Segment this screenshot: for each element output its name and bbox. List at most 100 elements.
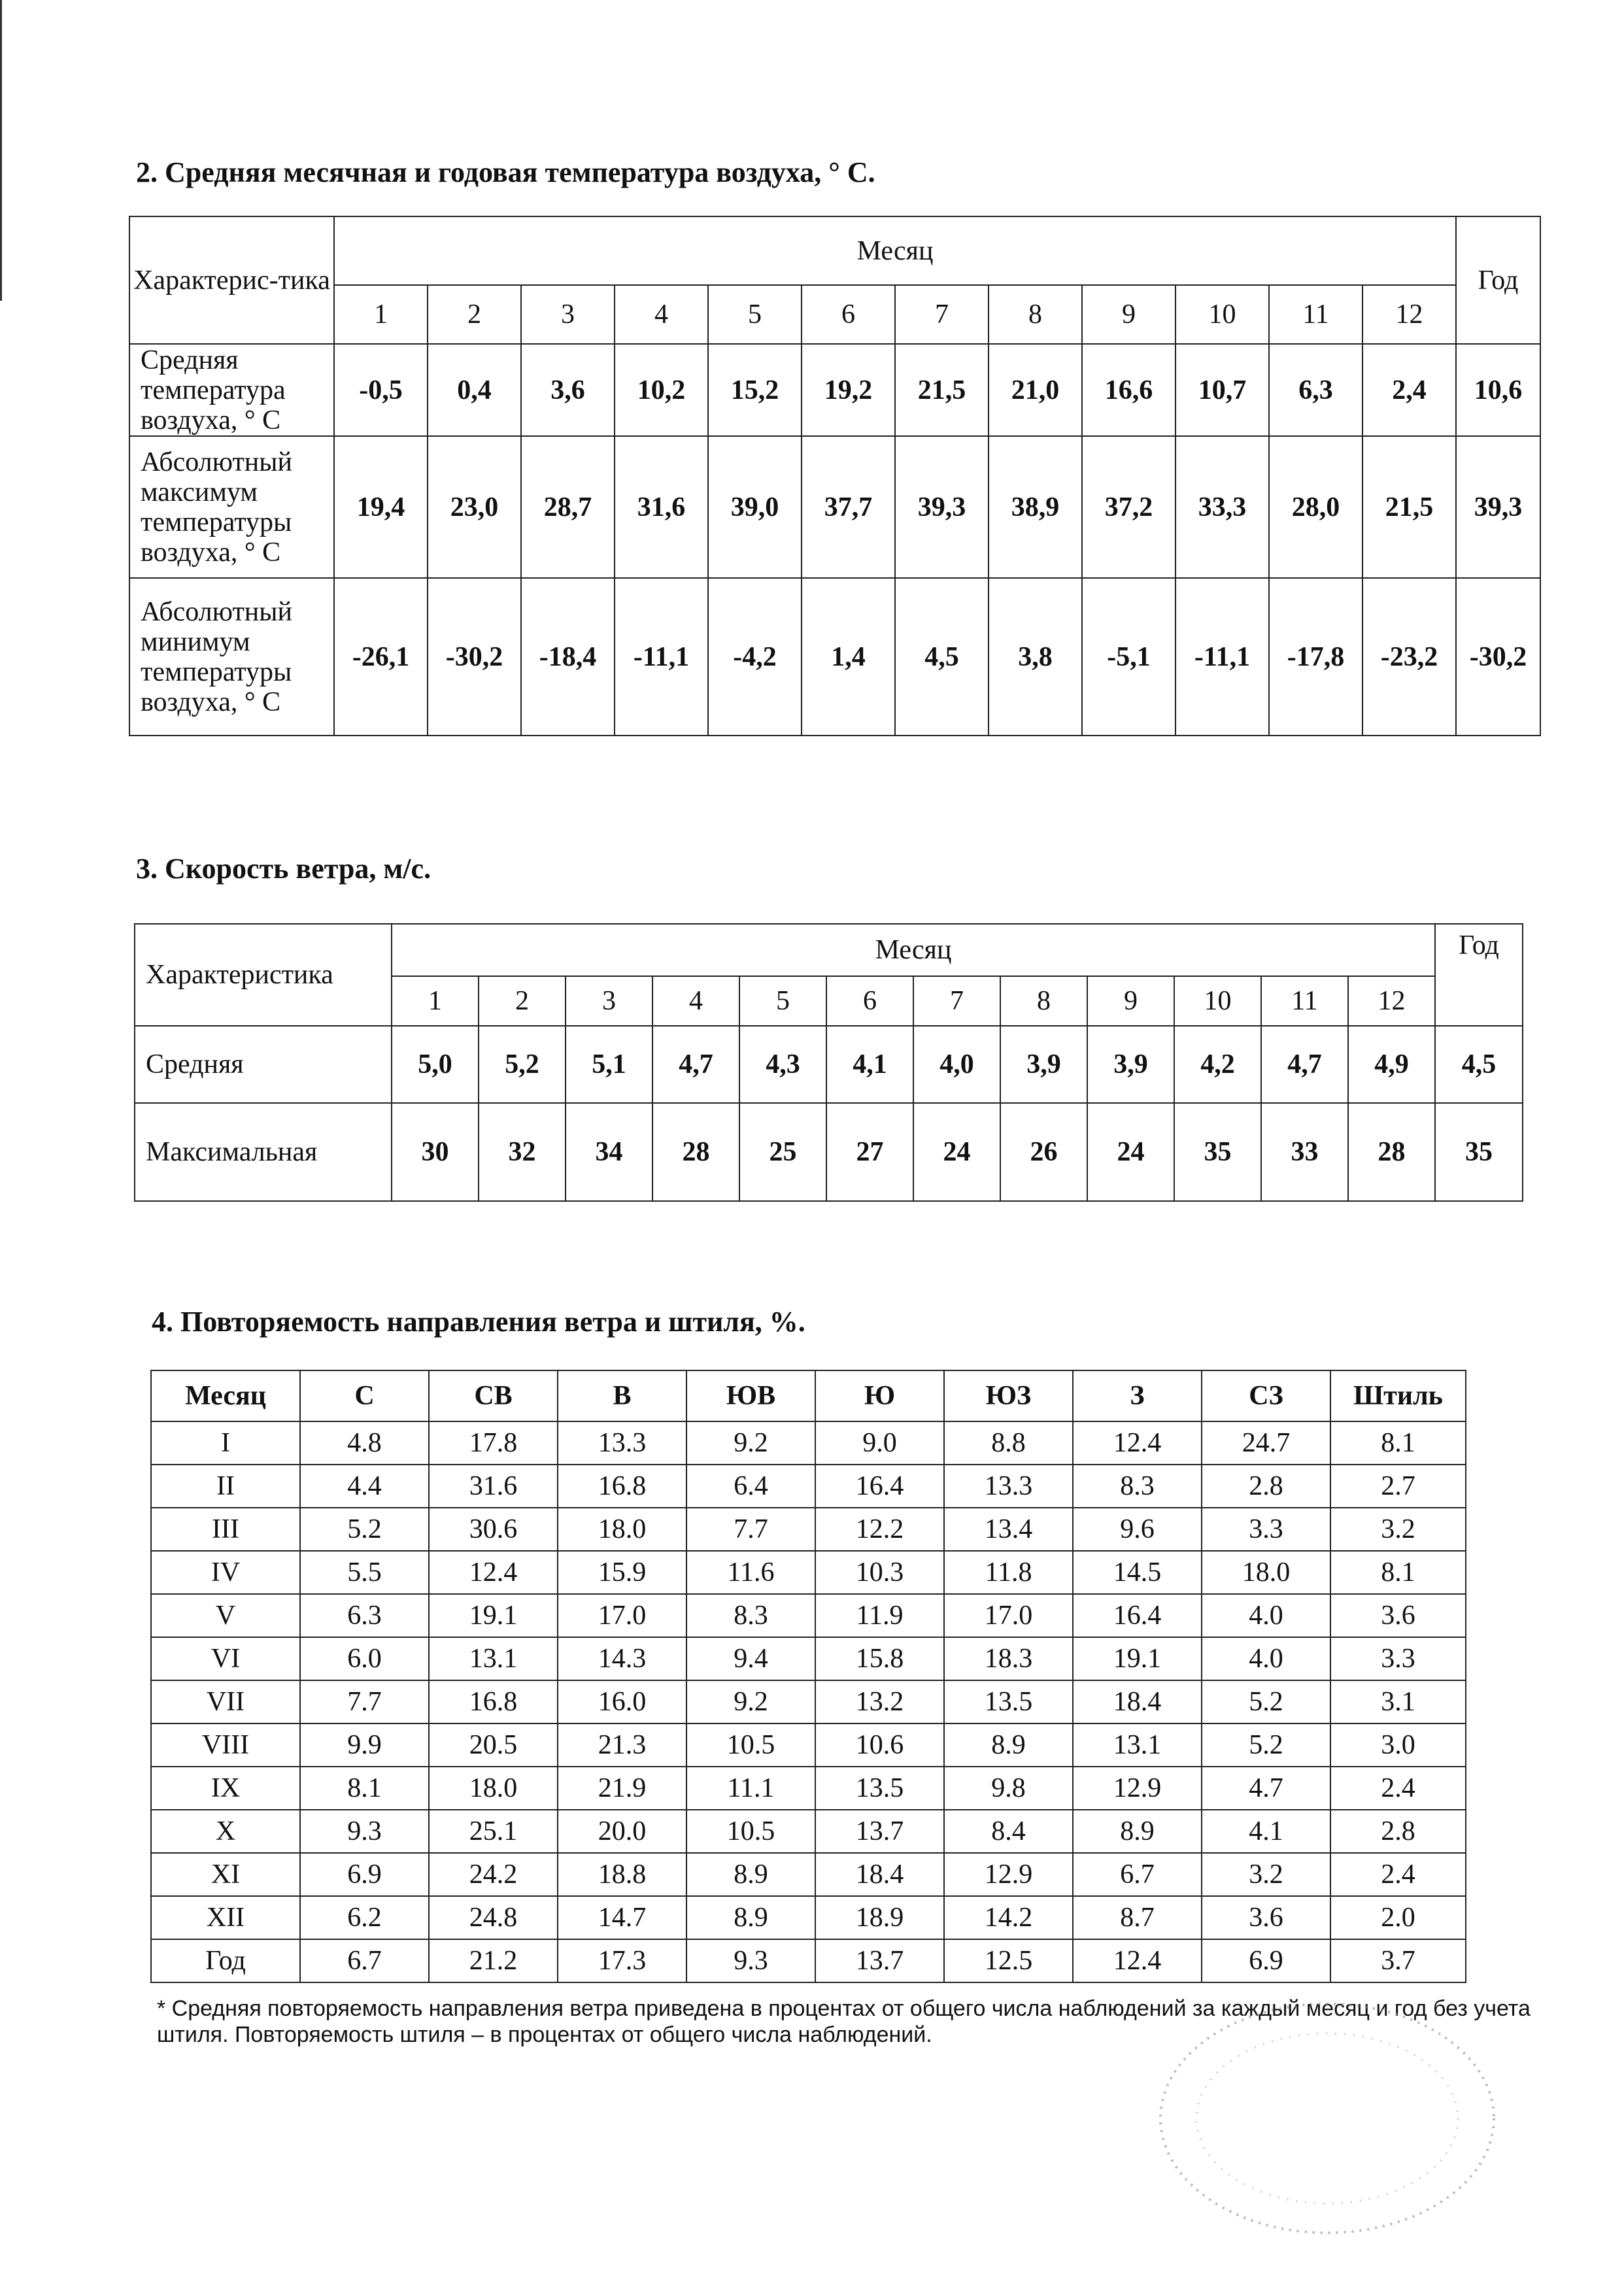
wind-speed-table: Характеристика Месяц Год 1 2 3 4 5 6 7 8 9 10 11 12 С…: [134, 923, 1524, 1202]
value-cell: 8.4: [943, 1809, 1074, 1854]
value-cell: 8.9: [943, 1723, 1074, 1767]
value-cell: -0,5: [333, 343, 428, 437]
value-cell: 4.0: [1201, 1637, 1331, 1681]
value-cell: 21,5: [894, 343, 989, 437]
year-cell: 35: [1434, 1102, 1524, 1202]
value-cell: 5,0: [391, 1025, 479, 1104]
value-cell: 5.2: [1201, 1680, 1331, 1724]
value-cell: 6.3: [299, 1593, 430, 1638]
month-cell: XII: [150, 1895, 301, 1940]
month-header: 12: [1361, 284, 1457, 345]
column-header: СВ: [428, 1370, 558, 1422]
month-header: 10: [1175, 284, 1270, 345]
value-cell: 1,4: [801, 577, 896, 736]
table-row: VIII 9.9 20.5 21.3 10.5 10.6 8.9 13.1 5.2 3.0: [150, 1723, 1466, 1767]
value-cell: 3.1: [1330, 1680, 1466, 1724]
header-month: Месяц: [390, 923, 1436, 977]
value-cell: 8.1: [1330, 1550, 1466, 1595]
value-cell: 10,7: [1175, 343, 1270, 437]
value-cell: 13.5: [943, 1680, 1074, 1724]
value-cell: 16.0: [557, 1680, 687, 1724]
header-year: Год: [1434, 923, 1524, 1027]
value-cell: 7.7: [299, 1680, 430, 1724]
value-cell: 14.2: [943, 1895, 1074, 1940]
month-header: 8: [1000, 976, 1088, 1027]
value-cell: 3.3: [1330, 1637, 1466, 1681]
value-cell: 3.6: [1330, 1593, 1466, 1638]
table-row: X 9.3 25.1 20.0 10.5 13.7 8.4 8.9 4.1 2.8: [150, 1809, 1466, 1854]
value-cell: 18.8: [557, 1852, 687, 1897]
table-row: Средняя 5,0 5,2 5,1 4,7 4,3 4,1 4,0 3,9 3,9 4,2 4,7…: [134, 1025, 1524, 1104]
column-header: Ю: [815, 1370, 945, 1422]
value-cell: 37,7: [801, 435, 896, 579]
value-cell: 13.4: [943, 1507, 1074, 1552]
value-cell: -11,1: [1175, 577, 1270, 736]
value-cell: 16.8: [557, 1464, 687, 1508]
value-cell: 19,2: [801, 343, 896, 437]
value-cell: 18.3: [943, 1637, 1074, 1681]
year-cell: 10,6: [1455, 343, 1542, 437]
value-cell: -23,2: [1361, 577, 1457, 736]
month-cell: Год: [150, 1939, 301, 1983]
value-cell: 21.9: [557, 1766, 687, 1810]
month-header: 6: [826, 976, 914, 1027]
value-cell: 8.9: [686, 1852, 816, 1897]
month-cell: XI: [150, 1852, 301, 1897]
value-cell: 3.2: [1330, 1507, 1466, 1552]
value-cell: 8.8: [943, 1421, 1074, 1465]
table-row: I 4.8 17.8 13.3 9.2 9.0 8.8 12.4 24.7 8.1: [150, 1421, 1466, 1465]
value-cell: 5.2: [1201, 1723, 1331, 1767]
value-cell: 10.5: [686, 1809, 816, 1854]
value-cell: 11.6: [686, 1550, 816, 1595]
value-cell: 4,2: [1174, 1025, 1262, 1104]
value-cell: 11.1: [686, 1766, 816, 1810]
value-cell: 9.8: [943, 1766, 1074, 1810]
value-cell: -30,2: [427, 577, 522, 736]
table-row: V 6.3 19.1 17.0 8.3 11.9 17.0 16.4 4.0 3.6: [150, 1593, 1466, 1638]
table-row: II 4.4 31.6 16.8 6.4 16.4 13.3 8.3 2.8 2.7: [150, 1464, 1466, 1508]
stamp-seal: [1159, 2003, 1495, 2234]
value-cell: 16.4: [1072, 1593, 1202, 1638]
month-header: 3: [565, 976, 653, 1027]
value-cell: 32: [478, 1102, 566, 1202]
value-cell: 6.9: [1201, 1939, 1331, 1983]
value-cell: 6.9: [299, 1852, 430, 1897]
value-cell: 12.5: [943, 1939, 1074, 1983]
value-cell: 5,2: [478, 1025, 566, 1104]
value-cell: 21.3: [557, 1723, 687, 1767]
section4-title: 4. Повторяемость направления ветра и шти…: [152, 1306, 805, 1338]
value-cell: 3.0: [1330, 1723, 1466, 1767]
value-cell: 16.8: [428, 1680, 558, 1724]
header-characteristic: Характерис-тика: [129, 216, 335, 345]
value-cell: 13.7: [815, 1939, 945, 1983]
wind-direction-table: Месяц С СВ В ЮВ Ю ЮЗ З СЗ Штиль I 4.8 17.8 13.3 9.2 9.…: [150, 1370, 1466, 1983]
value-cell: 11.8: [943, 1550, 1074, 1595]
value-cell: 3.7: [1330, 1939, 1466, 1983]
month-cell: VII: [150, 1680, 301, 1724]
value-cell: 4,9: [1347, 1025, 1436, 1104]
value-cell: 13.1: [428, 1637, 558, 1681]
value-cell: 12.4: [1072, 1421, 1202, 1465]
column-header: СЗ: [1201, 1370, 1331, 1422]
value-cell: 3.6: [1201, 1895, 1331, 1940]
month-cell: VI: [150, 1637, 301, 1681]
month-header: 7: [894, 284, 989, 345]
value-cell: 2,4: [1361, 343, 1457, 437]
value-cell: 4,0: [913, 1025, 1001, 1104]
table-row: Абсолютный минимум температуры воздуха, …: [129, 577, 1542, 736]
section2-title: 2. Средняя месячная и годовая температур…: [136, 156, 875, 188]
value-cell: 17.8: [428, 1421, 558, 1465]
value-cell: 15.9: [557, 1550, 687, 1595]
value-cell: 13.3: [943, 1464, 1074, 1508]
value-cell: 10.5: [686, 1723, 816, 1767]
value-cell: 24.7: [1201, 1421, 1331, 1465]
month-header: 8: [988, 284, 1083, 345]
value-cell: 9.3: [299, 1809, 430, 1854]
value-cell: 15.8: [815, 1637, 945, 1681]
value-cell: 12.9: [1072, 1766, 1202, 1810]
value-cell: 2.8: [1330, 1809, 1466, 1854]
month-header: 2: [427, 284, 522, 345]
value-cell: 10.6: [815, 1723, 945, 1767]
value-cell: 8.9: [686, 1895, 816, 1940]
month-header: 11: [1260, 976, 1349, 1027]
